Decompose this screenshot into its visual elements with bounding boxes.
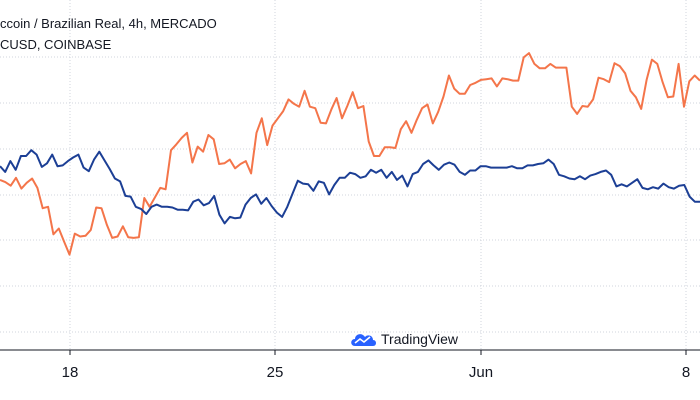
series-line-1 xyxy=(0,149,700,225)
watermark-text: TradingView xyxy=(381,331,459,347)
x-tick-label-0: 18 xyxy=(62,364,79,381)
x-axis: 18 25 Jun 8 xyxy=(0,349,700,381)
chart-grid xyxy=(0,0,700,350)
x-tick-label-3: 8 xyxy=(682,364,690,381)
series-line-0 xyxy=(0,52,700,256)
chart-series xyxy=(0,52,700,256)
cloud-icon xyxy=(351,334,376,346)
x-tick-label-1: 25 xyxy=(267,364,284,381)
legend-primary-symbol: ccoin / Brazilian Real, 4h, MERCADO xyxy=(0,16,217,31)
x-tick-label-2: Jun xyxy=(469,364,493,381)
legend-compare-symbol: CUSD, COINBASE xyxy=(0,37,112,52)
tradingview-watermark: TradingView xyxy=(349,331,458,347)
